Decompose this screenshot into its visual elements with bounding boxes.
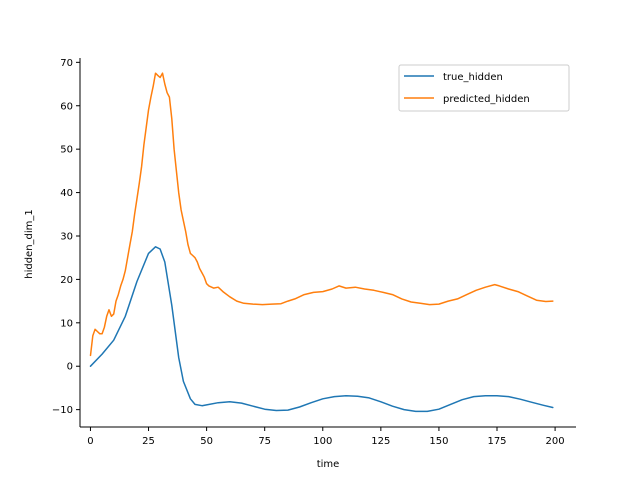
x-tick-label: 25 (142, 436, 155, 447)
y-tick-label: 50 (60, 145, 73, 156)
legend-label-predicted-hidden: predicted_hidden (443, 94, 530, 105)
plot-area (89, 72, 554, 413)
x-tick-label: 100 (313, 436, 332, 447)
y-axis-title: hidden_dim_1 (24, 209, 35, 279)
series-line-predicted-hidden (89, 72, 554, 357)
y-tick-label: 10 (60, 318, 73, 329)
y-tick-label: −10 (52, 405, 73, 416)
x-tick-label: 125 (371, 436, 390, 447)
axes (79, 58, 576, 428)
y-tick-label: 60 (60, 101, 73, 112)
y-tick-label: 0 (67, 362, 73, 373)
x-axis-ticks: 0 25 50 75 100 125 150 175 200 (87, 427, 565, 447)
legend-label-true-hidden: true_hidden (443, 72, 503, 83)
y-tick-label: 30 (60, 231, 73, 242)
x-tick-label: 0 (87, 436, 93, 447)
legend: true_hidden predicted_hidden (398, 64, 570, 112)
y-axis-ticks: −10 0 10 20 30 40 50 60 70 (52, 58, 80, 416)
series-line-true-hidden (89, 246, 554, 413)
x-tick-label: 50 (200, 436, 213, 447)
legend-frame (398, 64, 570, 112)
y-tick-label: 70 (60, 58, 73, 69)
x-tick-label: 175 (487, 436, 506, 447)
y-tick-label: 20 (60, 275, 73, 286)
x-tick-label: 75 (258, 436, 271, 447)
y-tick-label: 40 (60, 188, 73, 199)
x-tick-label: 150 (429, 436, 448, 447)
x-tick-label: 200 (546, 436, 565, 447)
x-axis-title: time (317, 459, 340, 470)
